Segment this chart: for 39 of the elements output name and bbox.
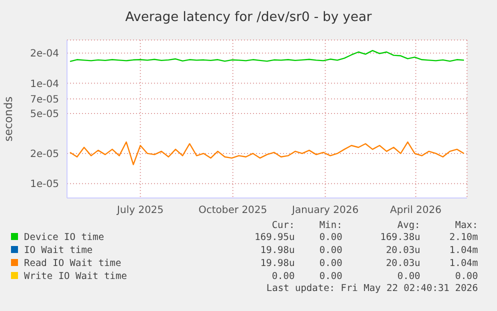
x-tick-label: October 2025	[198, 205, 268, 216]
line-series	[69, 141, 465, 166]
x-tick-label: January 2026	[291, 205, 359, 216]
y-tick-label: 1e-05	[30, 179, 59, 190]
text: 0.00	[454, 270, 479, 283]
text: 1.04m	[448, 257, 479, 270]
text: 20.03u	[384, 257, 422, 270]
text: 0.00	[396, 270, 422, 283]
y-tick-label: 7e-05	[30, 94, 59, 106]
y-tick-label: 5e-05	[30, 109, 59, 120]
chart-title: Average latency for /dev/sr0 - by year	[124, 9, 373, 27]
line-series	[69, 50, 465, 62]
text: Avg:	[396, 220, 422, 231]
text: 1.04m	[448, 244, 479, 257]
text: Min:	[318, 220, 344, 231]
text: Cur:	[270, 220, 296, 231]
text: 20.03u	[384, 244, 422, 257]
text: 0.00	[318, 257, 344, 270]
text: 169.38u	[379, 231, 422, 244]
y-tick-label: 2e-04	[30, 48, 59, 60]
y-tick-label: 1e-04	[30, 78, 59, 90]
text: 0.00	[270, 270, 296, 283]
text: 19.98u	[259, 244, 296, 257]
text: 169.95u	[254, 231, 296, 244]
text: Max:	[454, 220, 479, 231]
y-axis-title: seconds	[2, 96, 15, 142]
x-tick-label: April 2026	[390, 205, 442, 216]
text: 19.98u	[259, 257, 296, 270]
x-tick-label: July 2025	[116, 205, 164, 216]
text: 0.00	[318, 270, 344, 283]
y-tick-label: 2e-05	[30, 149, 59, 160]
text: Last update: Fri May 22 02:40:31 2026	[265, 283, 479, 294]
text: 2.10m	[448, 231, 479, 244]
legend-label: Write IO Wait time	[23, 270, 128, 283]
legend-label: IO Wait time	[23, 244, 94, 257]
legend-label: Device IO time	[23, 231, 106, 244]
legend-label: Read IO Wait time	[23, 257, 122, 270]
text: 0.00	[318, 244, 344, 257]
text: 0.00	[318, 231, 344, 244]
